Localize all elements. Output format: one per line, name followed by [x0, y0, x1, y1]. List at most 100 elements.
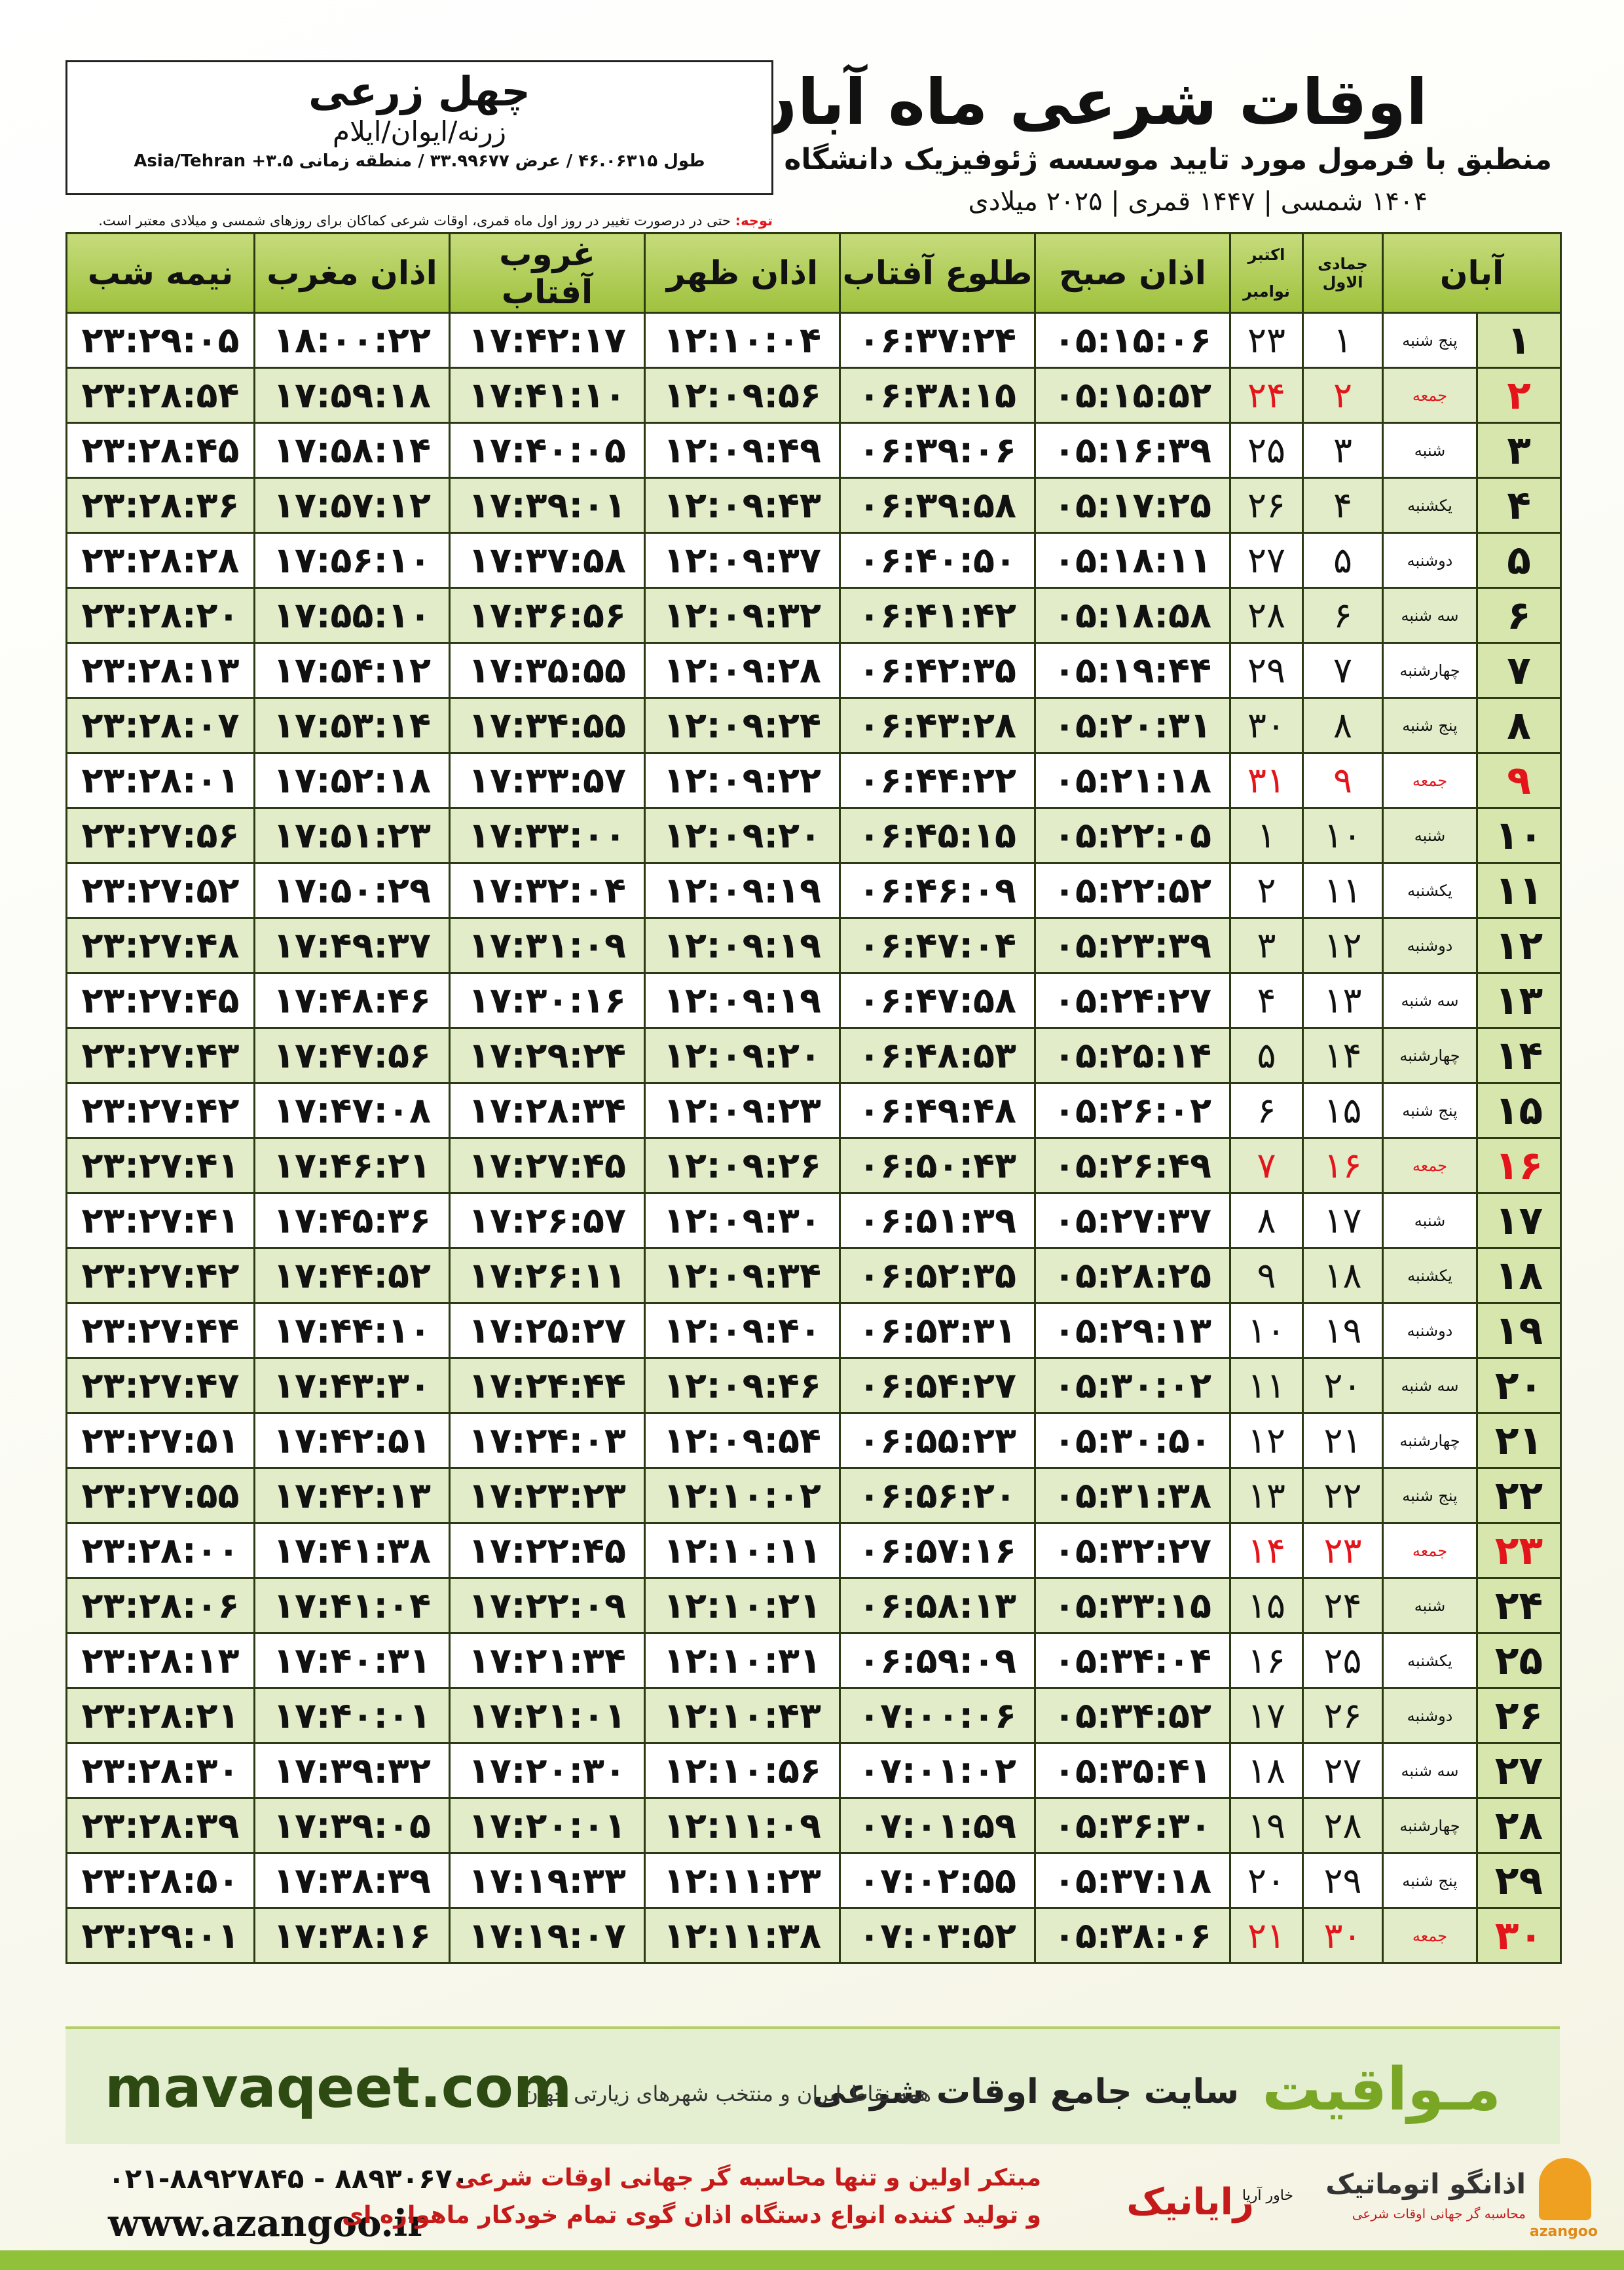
web-url[interactable]: www.azangoo.ir — [108, 2202, 427, 2245]
table-cell: ۶ — [1302, 587, 1384, 644]
table-row: ۱۶ جمعه ۱۶ ۷ ۰۵:۲۶:۴۹ ۰۶:۵۰:۴۳ ۱۲:۰۹:۲۶ ۱۷:۲۷:۴… — [65, 1137, 1562, 1194]
table-cell: پنج شنبه — [1382, 697, 1478, 754]
header-cell: طلوع آفتاب — [839, 232, 1036, 314]
table-cell: ۱۷:۱۹:۰۷ — [449, 1907, 646, 1964]
table-cell: دوشنبه — [1382, 1302, 1478, 1359]
table-cell: ۱۰ — [1302, 807, 1384, 864]
table-cell: ۱۷:۵۰:۲۹ — [253, 862, 451, 919]
table-cell: ۲۰ — [1302, 1357, 1384, 1414]
table-cell: ۲۳:۲۷:۴۸ — [65, 917, 255, 974]
table-cell: ۱۷:۲۵:۲۷ — [449, 1302, 646, 1359]
table-cell: ۱۴ — [1229, 1522, 1304, 1579]
table-cell: ۳۰ — [1476, 1907, 1562, 1964]
table-cell: ۲۳:۲۷:۴۱ — [65, 1192, 255, 1249]
table-cell: ۲۳:۲۸:۳۹ — [65, 1797, 255, 1854]
table-cell: ۲۵ — [1302, 1632, 1384, 1689]
table-cell: ۱۹ — [1302, 1302, 1384, 1359]
table-row: ۹ جمعه ۹ ۳۱ ۰۵:۲۱:۱۸ ۰۶:۴۴:۲۲ ۱۲:۰۹:۲۲ ۱۷:۳۳:۵۷… — [65, 752, 1562, 809]
table-cell: ۲۶ — [1302, 1687, 1384, 1744]
table-cell: ۱۷:۳۹:۳۲ — [253, 1742, 451, 1799]
table-cell: ۱۲:۰۹:۴۶ — [644, 1357, 841, 1414]
table-cell: ۲۴ — [1476, 1577, 1562, 1634]
table-cell: ۲۴ — [1229, 367, 1304, 424]
table-cell: ۱۷:۳۵:۵۵ — [449, 642, 646, 699]
note-text: حتی در درصورت تغییر در روز اول ماه قمری،… — [98, 213, 731, 229]
table-cell: ۲۳:۲۹:۰۵ — [65, 312, 255, 369]
table-cell: ۱۷:۴۶:۲۱ — [253, 1137, 451, 1194]
table-cell: ۰۵:۲۷:۳۷ — [1034, 1192, 1231, 1249]
table-cell: ۱۷:۴۲:۱۷ — [449, 312, 646, 369]
header-text: اکتبر — [1247, 245, 1285, 264]
header-cell: اذان صبح — [1034, 232, 1231, 314]
table-cell: ۲۳:۲۷:۵۱ — [65, 1412, 255, 1469]
table-cell: ۱۲:۱۱:۲۳ — [644, 1852, 841, 1909]
banner: مـواقیت سایت جامع اوقات شرعی همه نقاط ای… — [65, 2026, 1560, 2144]
table-cell: ۱۲:۱۰:۴۳ — [644, 1687, 841, 1744]
table-cell: ۰۶:۴۹:۴۸ — [839, 1082, 1036, 1139]
table-row: ۱ پنج شنبه ۱ ۲۳ ۰۵:۱۵:۰۶ ۰۶:۳۷:۲۴ ۱۲:۱۰:۰۴ ۱۷:۴… — [65, 312, 1562, 369]
table-cell: ۱۷:۵۵:۱۰ — [253, 587, 451, 644]
table-cell: ۰۷:۰۰:۰۶ — [839, 1687, 1036, 1744]
table-cell: ۷ — [1229, 1137, 1304, 1194]
table-cell: ۱۰ — [1229, 1302, 1304, 1359]
table-cell: دوشنبه — [1382, 917, 1478, 974]
table-cell: ۰۵:۲۲:۰۵ — [1034, 807, 1231, 864]
table-cell: ۱۴ — [1302, 1027, 1384, 1084]
logo-icon — [1539, 2158, 1591, 2220]
table-cell: ۲ — [1302, 367, 1384, 424]
table-cell: ۱۹ — [1229, 1797, 1304, 1854]
table-cell: ۲ — [1476, 367, 1562, 424]
table-cell: ۱۸ — [1302, 1247, 1384, 1304]
table-cell: ۲۵ — [1476, 1632, 1562, 1689]
brand: مـواقیت — [1262, 2055, 1501, 2124]
table-row: ۱۹ دوشنبه ۱۹ ۱۰ ۰۵:۲۹:۱۳ ۰۶:۵۳:۳۱ ۱۲:۰۹:۴۰ ۱۷:۲… — [65, 1302, 1562, 1359]
table-cell: ۲۳:۲۸:۰۷ — [65, 697, 255, 754]
header-text: نوامبر — [1243, 282, 1290, 301]
table-cell: ۰۶:۵۰:۴۳ — [839, 1137, 1036, 1194]
site-url[interactable]: mavaqeet.com — [105, 2055, 572, 2121]
table-cell: دوشنبه — [1382, 532, 1478, 589]
table-cell: ۲۲ — [1302, 1467, 1384, 1524]
table-cell: جمعه — [1382, 1522, 1478, 1579]
table-row: ۲۷ سه شنبه ۲۷ ۱۸ ۰۵:۳۵:۴۱ ۰۷:۰۱:۰۲ ۱۲:۱۰:۵۶ ۱۷:… — [65, 1742, 1562, 1799]
table-cell: ۱۸ — [1229, 1742, 1304, 1799]
table-row: ۱۸ یکشنبه ۱۸ ۹ ۰۵:۲۸:۲۵ ۰۶:۵۲:۳۵ ۱۲:۰۹:۳۴ ۱۷:۲۶… — [65, 1247, 1562, 1304]
table-cell: ۲۳:۲۷:۴۱ — [65, 1137, 255, 1194]
table-cell: ۱۷:۵۳:۱۴ — [253, 697, 451, 754]
table-cell: ۲۳:۲۸:۵۰ — [65, 1852, 255, 1909]
table-cell: ۰۵:۳۴:۵۲ — [1034, 1687, 1231, 1744]
table-cell: ۱۷:۳۹:۰۵ — [253, 1797, 451, 1854]
table-cell: شنبه — [1382, 1577, 1478, 1634]
table-cell: ۴ — [1229, 972, 1304, 1029]
table-cell: ۰۶:۵۳:۳۱ — [839, 1302, 1036, 1359]
table-cell: ۱ — [1476, 312, 1562, 369]
table-cell: ۱۵ — [1302, 1082, 1384, 1139]
table-cell: ۲۳:۲۷:۴۲ — [65, 1247, 255, 1304]
table-cell: ۱۲:۱۰:۱۱ — [644, 1522, 841, 1579]
table-row: ۲۴ شنبه ۲۴ ۱۵ ۰۵:۳۳:۱۵ ۰۶:۵۸:۱۳ ۱۲:۱۰:۲۱ ۱۷:۲۲:… — [65, 1577, 1562, 1634]
table-row: ۲۵ یکشنبه ۲۵ ۱۶ ۰۵:۳۴:۰۴ ۰۶:۵۹:۰۹ ۱۲:۱۰:۳۱ ۱۷:۲… — [65, 1632, 1562, 1689]
table-row: ۲۱ چهارشنبه ۲۱ ۱۲ ۰۵:۳۰:۵۰ ۰۶:۵۵:۲۳ ۱۲:۰۹:۵۴ ۱۷… — [65, 1412, 1562, 1469]
table-cell: ۱۲:۰۹:۲۳ — [644, 1082, 841, 1139]
table-cell: ۰۵:۲۴:۲۷ — [1034, 972, 1231, 1029]
table-cell: ۱۷:۵۸:۱۴ — [253, 422, 451, 479]
table-cell: ۵ — [1229, 1027, 1304, 1084]
title: اوقات شرعی ماه آبان — [743, 65, 1428, 139]
table-cell: ۱۲:۱۰:۳۱ — [644, 1632, 841, 1689]
table-cell: سه شنبه — [1382, 1357, 1478, 1414]
table-cell: ۱۷:۲۱:۰۱ — [449, 1687, 646, 1744]
table-cell: ۲۴ — [1302, 1577, 1384, 1634]
table-cell: ۱۷:۲۶:۱۱ — [449, 1247, 646, 1304]
table-cell: ۲۷ — [1229, 532, 1304, 589]
table-cell: ۱۷:۴۷:۰۸ — [253, 1082, 451, 1139]
table-cell: ۱۷:۴۳:۳۰ — [253, 1357, 451, 1414]
table-cell: پنج شنبه — [1382, 312, 1478, 369]
table-cell: ۱ — [1229, 807, 1304, 864]
header-cell: نیمه شب — [65, 232, 255, 314]
table-cell: پنج شنبه — [1382, 1082, 1478, 1139]
table-cell: ۱۳ — [1302, 972, 1384, 1029]
table-row: ۵ دوشنبه ۵ ۲۷ ۰۵:۱۸:۱۱ ۰۶:۴۰:۵۰ ۱۲:۰۹:۳۷ ۱۷:۳۷:… — [65, 532, 1562, 589]
table-cell: ۱۳ — [1229, 1467, 1304, 1524]
table-cell: ۰۶:۴۸:۵۳ — [839, 1027, 1036, 1084]
table-cell: ۱۷:۴۴:۱۰ — [253, 1302, 451, 1359]
